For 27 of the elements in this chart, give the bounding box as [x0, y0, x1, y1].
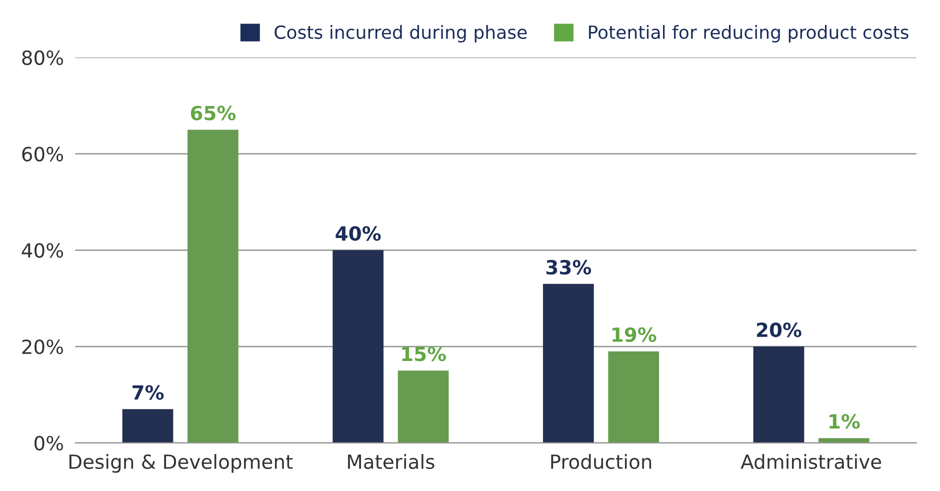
x-tick-label: Design & Development [69, 454, 293, 473]
legend-label: Potential for reducing product costs [589, 25, 908, 43]
y-tick-label: 40% [22, 243, 64, 258]
bar [188, 130, 238, 443]
bar [542, 284, 594, 443]
x-tick-label: Materials [348, 454, 434, 470]
bar [398, 370, 449, 443]
data-label: 7% [132, 385, 164, 400]
x-tick-label: Administrative [740, 454, 882, 470]
legend-label: Costs incurred during phase [274, 25, 527, 43]
y-tick-label: 80% [22, 50, 64, 66]
data-label: 15% [402, 346, 446, 362]
y-tick-label: 20% [22, 339, 64, 354]
bar [608, 351, 660, 443]
bar [122, 409, 174, 443]
bar [753, 346, 804, 443]
bar [332, 250, 384, 443]
data-label: 19% [612, 327, 656, 342]
data-label: 20% [757, 322, 802, 338]
y-tick-label: 0% [34, 436, 64, 451]
data-label: 1% [830, 414, 860, 429]
x-tick-label: Production [551, 454, 652, 470]
y-tick-label: 60% [22, 146, 64, 162]
data-label: 40% [336, 226, 381, 241]
data-label: 65% [190, 106, 236, 120]
bar [818, 438, 870, 443]
data-label: 33% [546, 260, 592, 275]
